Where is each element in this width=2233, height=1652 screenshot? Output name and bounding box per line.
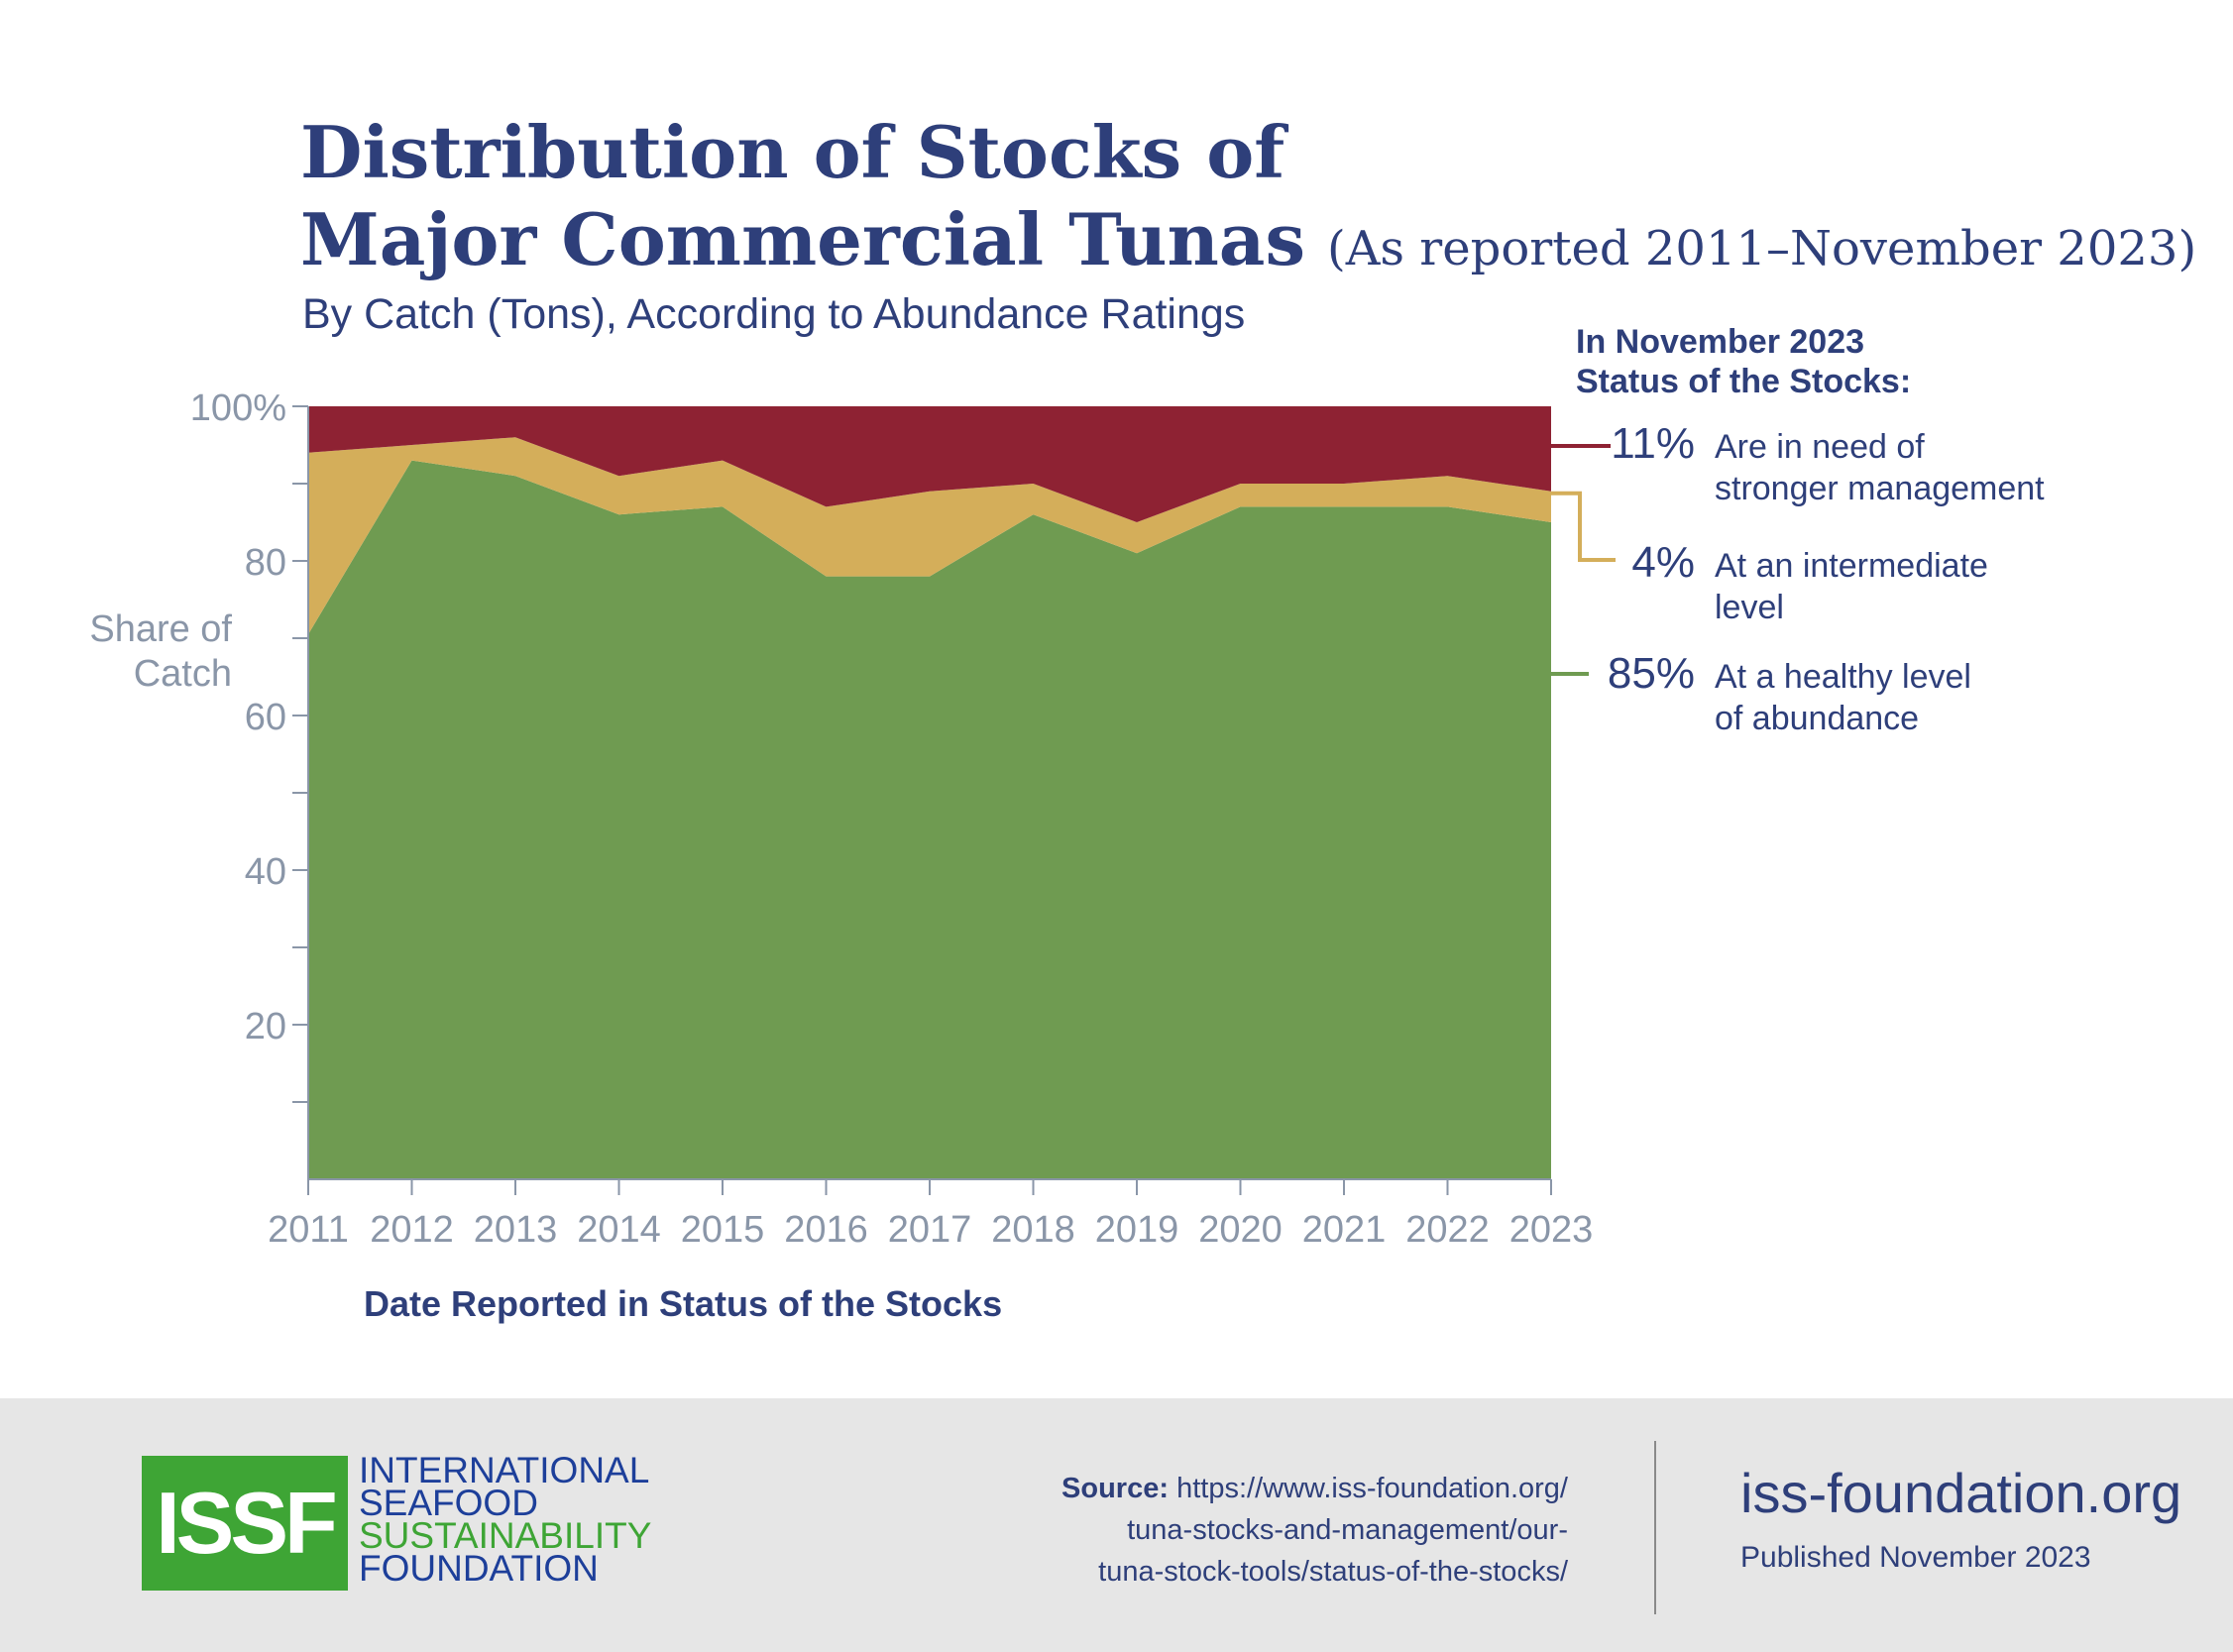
area-intermediate bbox=[308, 437, 1551, 635]
footer-bar: ISSF INTERNATIONAL SEAFOOD SUSTAINABILIT… bbox=[0, 1398, 2233, 1652]
org-name-line: SUSTAINABILITY bbox=[359, 1515, 652, 1556]
y-tick-label: 80 bbox=[245, 542, 286, 584]
chart-title-line-1: Distribution of Stocks of bbox=[300, 117, 1284, 188]
area-stronger_management bbox=[308, 406, 1551, 522]
x-tick-label: 2011 bbox=[268, 1209, 349, 1251]
status-heading-line-1: In November 2023 bbox=[1576, 323, 1865, 361]
chart-areas bbox=[308, 406, 1551, 1180]
status-description-line-2: stronger management bbox=[1715, 470, 2045, 507]
org-name-line: INTERNATIONAL bbox=[359, 1450, 650, 1490]
x-axis-label: Date Reported in Status of the Stocks bbox=[364, 1283, 1002, 1324]
org-name-line: FOUNDATION bbox=[359, 1548, 599, 1589]
website-link[interactable]: iss-foundation.org bbox=[1740, 1462, 2182, 1524]
status-description-line-1: At a healthy level bbox=[1715, 658, 1971, 696]
area-healthy bbox=[308, 460, 1551, 1180]
x-tick-label: 2021 bbox=[1302, 1209, 1387, 1251]
source-url-part-3[interactable]: tuna-stock-tools/status-of-the-stocks/ bbox=[1098, 1556, 1568, 1588]
y-tick-label: 20 bbox=[245, 1006, 286, 1047]
x-tick-label: 2020 bbox=[1198, 1209, 1283, 1251]
issf-logo: ISSF bbox=[142, 1456, 348, 1591]
x-tick-label: 2015 bbox=[681, 1209, 765, 1251]
status-description-line-2: level bbox=[1715, 589, 1784, 626]
y-tick-label: 60 bbox=[245, 697, 286, 738]
org-name-line: SEAFOOD bbox=[359, 1483, 538, 1523]
chart-subtitle: By Catch (Tons), According to Abundance … bbox=[302, 290, 1246, 338]
title-text-2: Major Commercial Tunas bbox=[300, 197, 1305, 281]
source-url-part-1[interactable]: https://www.iss-foundation.org/ bbox=[1176, 1473, 1568, 1504]
x-tick-label: 2023 bbox=[1509, 1209, 1594, 1251]
title-date-range: (As reported 2011–November 2023) bbox=[1326, 221, 2197, 276]
y-axis-label-line-1: Share of bbox=[89, 608, 232, 650]
y-tick-label: 40 bbox=[245, 851, 286, 893]
title-text-1: Distribution of Stocks of bbox=[300, 110, 1285, 194]
x-tick-label: 2012 bbox=[370, 1209, 454, 1251]
y-axis-label-line-2: Catch bbox=[134, 653, 232, 695]
status-percent: 11% bbox=[1611, 419, 1695, 468]
organization-name: INTERNATIONAL SEAFOOD SUSTAINABILITY FOU… bbox=[359, 1450, 652, 1589]
leader-intermediate bbox=[1551, 491, 1616, 562]
status-description-line-1: Are in need of bbox=[1715, 428, 1925, 466]
x-tick-label: 2018 bbox=[991, 1209, 1075, 1251]
chart-title-line-2: Major Commercial Tunas (As reported 2011–… bbox=[300, 204, 2196, 275]
status-leader-lines bbox=[1551, 444, 1616, 676]
status-description-line-2: of abundance bbox=[1715, 700, 1920, 737]
y-tick-label: 100% bbox=[190, 387, 286, 429]
status-box-heading: In November 2023 Status of the Stocks: bbox=[1576, 322, 1911, 401]
status-percent: 85% bbox=[1607, 649, 1695, 698]
source-label: Source: bbox=[1061, 1473, 1170, 1504]
status-description: At an intermediate level bbox=[1715, 545, 2111, 628]
x-tick-label: 2016 bbox=[784, 1209, 868, 1251]
source-citation: Source: https://www.iss-foundation.org/ … bbox=[892, 1468, 1568, 1593]
stacked-area-chart: 20 40 60 80 100% 2011 2012 2013 2014 2015 2016 2017… bbox=[89, 387, 1616, 1324]
status-description-line-1: At an intermediate bbox=[1715, 547, 1988, 585]
published-date: Published November 2023 bbox=[1740, 1541, 2091, 1574]
x-tick-label: 2013 bbox=[474, 1209, 558, 1251]
x-tick-label: 2017 bbox=[888, 1209, 972, 1251]
status-description: At a healthy level of abundance bbox=[1715, 656, 2111, 739]
footer-divider bbox=[1654, 1441, 1656, 1614]
chart-axes: 20 40 60 80 100% 2011 2012 2013 2014 2015 2016 2017… bbox=[190, 387, 1593, 1251]
status-description: Are in need of stronger management bbox=[1715, 426, 2111, 509]
source-url-part-2[interactable]: tuna-stocks-and-management/our- bbox=[1127, 1514, 1568, 1546]
x-tick-label: 2022 bbox=[1405, 1209, 1490, 1251]
status-percent: 4% bbox=[1631, 538, 1695, 587]
source-line-1: Source: https://www.iss-foundation.org/ bbox=[892, 1468, 1568, 1509]
status-heading-line-2: Status of the Stocks: bbox=[1576, 363, 1912, 400]
x-tick-label: 2014 bbox=[577, 1209, 661, 1251]
x-tick-label: 2019 bbox=[1095, 1209, 1179, 1251]
